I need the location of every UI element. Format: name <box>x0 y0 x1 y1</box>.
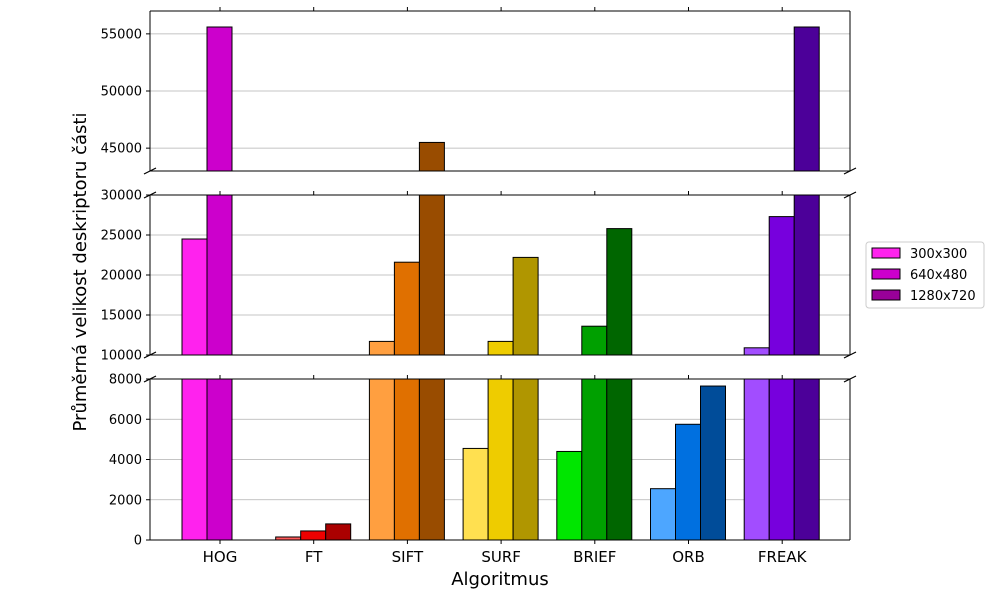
bar-brief-300x300 <box>556 450 583 540</box>
legend: 300x300 640x480 1280x720 <box>865 241 985 309</box>
bar-group-panel-1 <box>181 195 820 355</box>
bar-group-panel-2 <box>181 379 820 540</box>
y-tick-label-15000: 15000 <box>101 309 142 324</box>
bar-orb-1280x720 <box>700 385 726 540</box>
bar-brief-1280x720 <box>606 228 633 355</box>
bar-freak-1280x720 <box>793 379 820 540</box>
legend-label-640x480: 640x480 <box>910 268 967 283</box>
bar-surf-1280x720 <box>512 256 539 355</box>
x-category-label-brief: BRIEF <box>573 548 616 566</box>
x-category-label-sift: SIFT <box>392 548 424 566</box>
legend-swatch-640x480 <box>871 268 901 280</box>
y-tick-label-2000: 2000 <box>109 493 142 508</box>
x-axis-title: Algoritmus <box>451 569 549 590</box>
x-category-label-freak: FREAK <box>758 548 808 566</box>
bar-freak-1280x720 <box>793 26 820 171</box>
bar-sift-300x300 <box>368 379 395 540</box>
bar-orb-640x480 <box>675 423 701 540</box>
bar-surf-1280x720 <box>512 379 539 540</box>
y-tick-label-50000: 50000 <box>101 85 142 100</box>
bar-brief-640x480 <box>581 325 608 355</box>
x-category-label-hog: HOG <box>203 548 238 566</box>
break-mark-bottom-0-0 <box>143 167 157 175</box>
tick-labels: 4500050000550001000015000200002500030000… <box>101 7 783 549</box>
y-tick-label-45000: 45000 <box>101 142 142 157</box>
bar-hog-640x480 <box>206 379 233 540</box>
bar-hog-640x480 <box>206 26 233 171</box>
bar-ft-1280x720 <box>325 523 352 540</box>
break-mark-bottom-1-1 <box>843 351 857 359</box>
bar-sift-300x300 <box>368 340 395 355</box>
bar-sift-1280x720 <box>418 141 445 171</box>
y-tick-label-20000: 20000 <box>101 269 142 284</box>
bars <box>181 26 820 540</box>
bar-brief-1280x720 <box>606 379 633 540</box>
bar-freak-640x480 <box>768 216 795 355</box>
bar-ft-640x480 <box>300 530 327 540</box>
break-mark-top-1-1 <box>843 191 857 199</box>
y-tick-label-0: 0 <box>134 534 142 549</box>
bar-hog-300x300 <box>181 238 208 355</box>
y-tick-label-8000: 8000 <box>109 373 142 388</box>
bar-group-panel-0 <box>206 26 820 171</box>
bar-freak-300x300 <box>743 379 770 540</box>
y-tick-label-25000: 25000 <box>101 229 142 244</box>
x-category-label-orb: ORB <box>672 548 705 566</box>
break-mark-bottom-0-1 <box>843 167 857 175</box>
category-labels: HOG FT SIFT SURF BRIEF ORB FREAK <box>203 548 808 566</box>
bar-sift-640x480 <box>393 261 420 355</box>
y-tick-label-10000: 10000 <box>101 349 142 364</box>
y-tick-label-30000: 30000 <box>101 189 142 204</box>
bar-surf-300x300 <box>462 447 489 540</box>
bar-freak-300x300 <box>743 347 770 355</box>
legend-label-300x300: 300x300 <box>910 247 967 262</box>
bar-sift-640x480 <box>393 379 420 540</box>
y-tick-label-6000: 6000 <box>109 413 142 428</box>
y-axis-title: Průměrná velikost deskriptoru části <box>70 113 91 432</box>
x-category-label-ft: FT <box>305 548 323 566</box>
bar-freak-640x480 <box>768 379 795 540</box>
legend-swatch-300x300 <box>871 247 901 259</box>
break-mark-top-2-1 <box>843 375 857 383</box>
y-tick-label-4000: 4000 <box>109 453 142 468</box>
legend-swatch-1280x720 <box>871 289 901 301</box>
bar-sift-1280x720 <box>418 195 445 355</box>
bar-freak-1280x720 <box>793 195 820 355</box>
bar-orb-300x300 <box>650 488 676 540</box>
bar-sift-1280x720 <box>418 379 445 540</box>
bar-hog-300x300 <box>181 379 208 540</box>
legend-label-1280x720: 1280x720 <box>910 289 976 304</box>
y-tick-label-55000: 55000 <box>101 27 142 42</box>
bar-hog-640x480 <box>206 195 233 355</box>
bar-brief-640x480 <box>581 379 608 540</box>
bar-surf-640x480 <box>487 379 514 540</box>
x-category-label-surf: SURF <box>481 548 521 566</box>
bar-surf-640x480 <box>487 340 514 355</box>
